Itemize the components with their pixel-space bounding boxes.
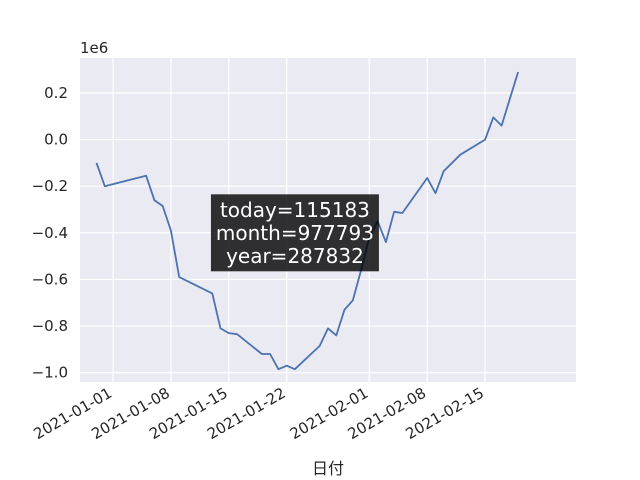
y-tick-label: −0.2 [32,177,68,195]
y-tick-label: −0.4 [32,224,68,242]
annotation-line: year=287832 [226,244,364,268]
y-tick-label: −0.6 [32,270,68,288]
annotation-background [210,194,379,272]
y-tick-labels: −1.0 −0.8 −0.6 −0.4 −0.2 0.0 0.2 [32,84,68,382]
y-tick-label: −1.0 [32,364,68,382]
series-line [95,71,519,371]
annotation-line: month=977793 [216,221,374,245]
x-axis-label: 日付 [312,459,344,478]
y-tick-label: −0.8 [32,317,68,335]
x-tick-labels: 2021-01-012021-01-082021-01-152021-01-22… [31,384,488,443]
y-tick-label: 0.0 [44,131,68,149]
y-axis-multiplier: 1e6 [80,39,108,57]
y-tick-label: 0.2 [44,84,68,102]
series-layer [95,71,519,371]
annotation-line: today=115183 [220,198,370,222]
